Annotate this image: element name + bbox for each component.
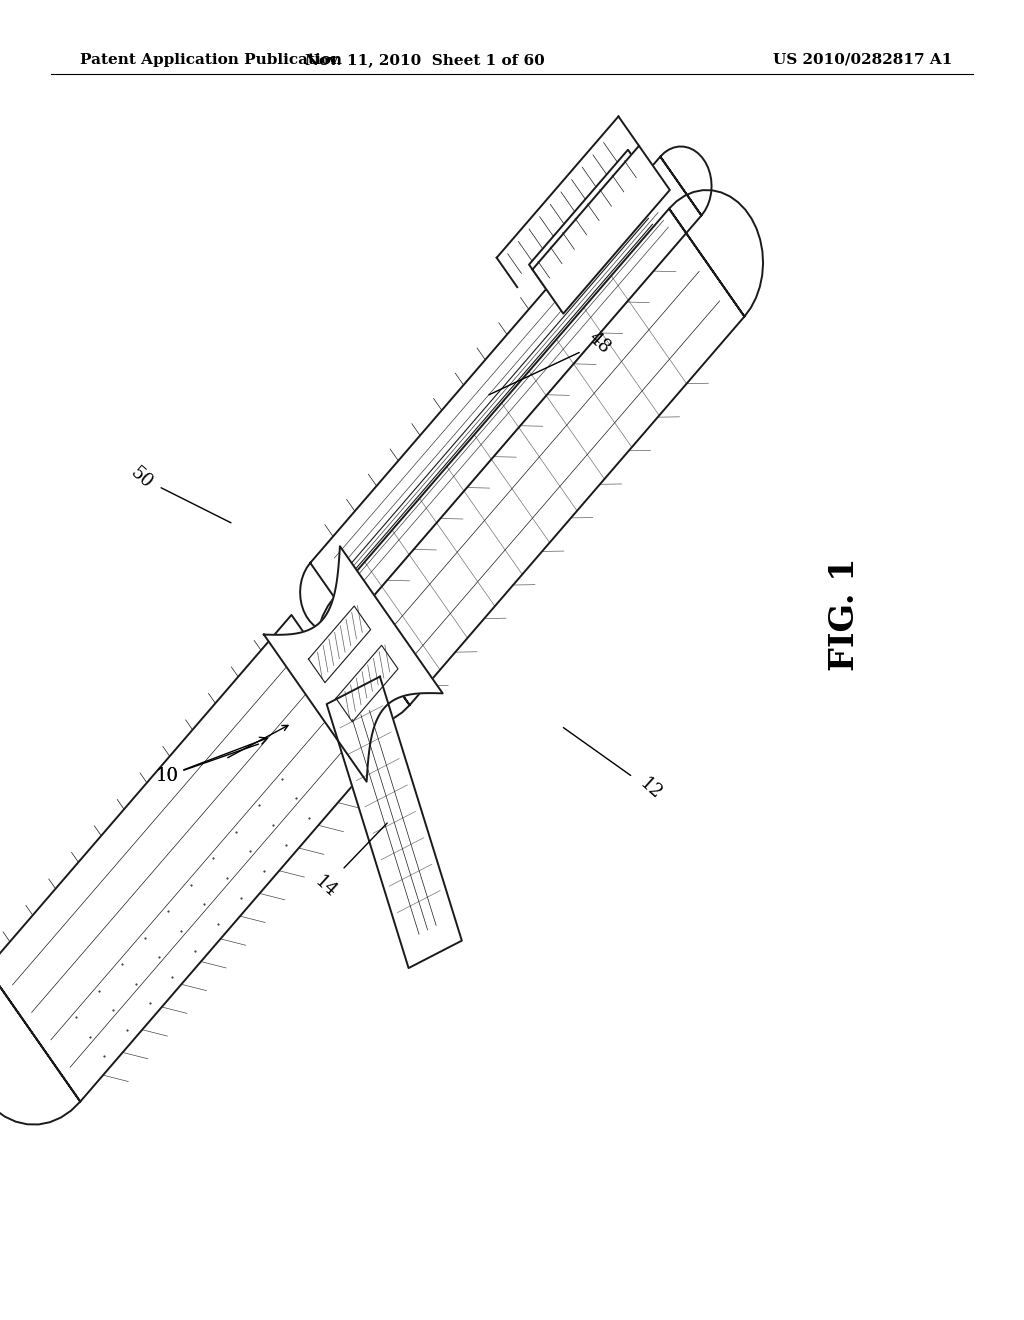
Text: FIG. 1: FIG. 1 bbox=[828, 557, 861, 671]
Polygon shape bbox=[264, 546, 442, 781]
Text: 48: 48 bbox=[488, 329, 613, 395]
Polygon shape bbox=[532, 145, 670, 314]
Polygon shape bbox=[310, 147, 712, 622]
Polygon shape bbox=[327, 677, 462, 968]
Text: Nov. 11, 2010  Sheet 1 of 60: Nov. 11, 2010 Sheet 1 of 60 bbox=[305, 53, 545, 67]
Text: 50: 50 bbox=[127, 463, 231, 523]
Text: 12: 12 bbox=[563, 727, 665, 804]
Text: US 2010/0282817 A1: US 2010/0282817 A1 bbox=[773, 53, 952, 67]
Text: 10: 10 bbox=[156, 738, 267, 785]
Polygon shape bbox=[0, 615, 385, 1125]
Text: Patent Application Publication: Patent Application Publication bbox=[80, 53, 342, 67]
Text: 14: 14 bbox=[311, 824, 387, 902]
Polygon shape bbox=[315, 190, 763, 723]
Polygon shape bbox=[529, 149, 645, 289]
Text: 10: 10 bbox=[156, 744, 258, 785]
